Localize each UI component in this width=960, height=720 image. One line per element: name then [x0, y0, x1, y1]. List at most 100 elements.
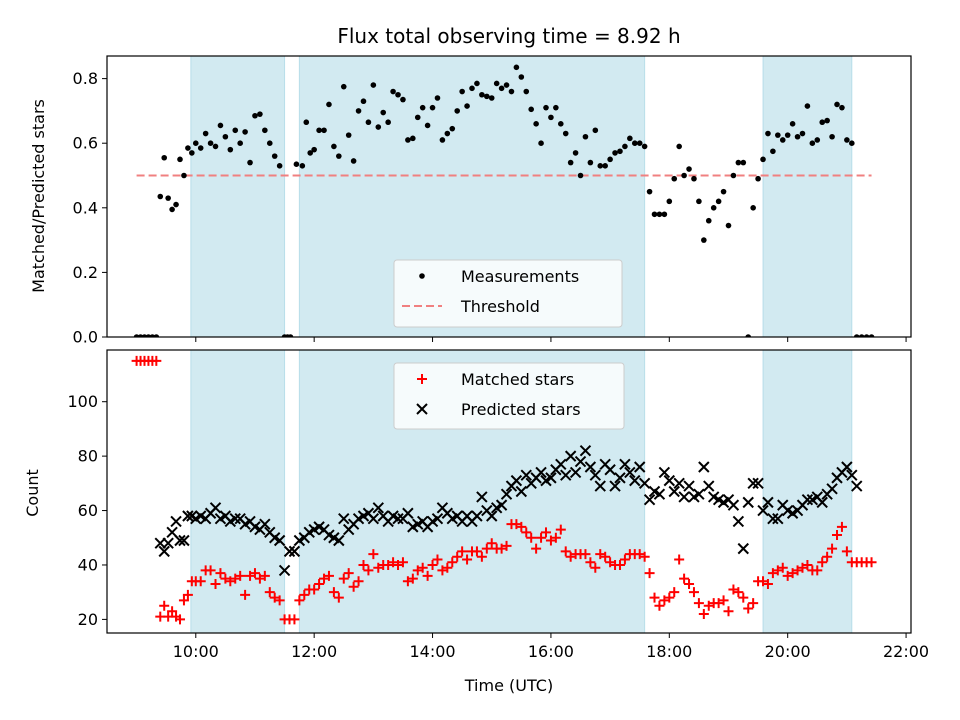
- data-point: [755, 175, 761, 182]
- data-point: [294, 595, 305, 606]
- data-point: [323, 570, 334, 581]
- data-point: [210, 579, 221, 590]
- data-point: [360, 98, 367, 105]
- data-point: [681, 172, 687, 179]
- data-point: [550, 532, 561, 543]
- data-point: [705, 217, 712, 224]
- data-point: [772, 513, 784, 525]
- data-point: [770, 148, 776, 155]
- data-point: [252, 112, 258, 119]
- data-point: [564, 450, 577, 462]
- data-point: [432, 554, 443, 565]
- data-point: [679, 573, 690, 584]
- data-point: [619, 554, 630, 565]
- data-point: [801, 493, 814, 506]
- data-point: [742, 496, 754, 509]
- data-point: [846, 469, 858, 481]
- data-point: [311, 146, 317, 153]
- data-point: [816, 496, 828, 509]
- data-point: [528, 106, 534, 113]
- data-point: [454, 108, 461, 114]
- data-point: [462, 554, 473, 565]
- data-point: [814, 137, 821, 143]
- data-point: [661, 211, 668, 218]
- data-point: [303, 119, 310, 126]
- data-point: [678, 491, 690, 503]
- data-point: [851, 480, 863, 492]
- data-point: [469, 85, 475, 92]
- top-panel: 0.0 0.2 0.4 0.6 0.8 Measurements Threshold: [73, 55, 912, 347]
- data-point: [174, 534, 186, 547]
- data-point: [536, 532, 547, 543]
- legend-marker: [417, 374, 427, 384]
- y-tick-label: 60: [78, 501, 98, 520]
- data-point: [533, 121, 539, 127]
- data-point: [526, 532, 537, 543]
- data-point: [579, 444, 592, 457]
- observing-window-3: [762, 56, 853, 337]
- data-point: [590, 562, 601, 573]
- data-point: [710, 205, 717, 211]
- data-point: [247, 159, 253, 166]
- data-point: [276, 163, 283, 169]
- data-point: [365, 119, 372, 126]
- data-point: [372, 502, 384, 514]
- data-point: [668, 485, 680, 498]
- data-point: [649, 592, 660, 603]
- data-point: [691, 175, 697, 182]
- data-point: [809, 140, 816, 147]
- data-point: [501, 540, 512, 551]
- data-point: [367, 513, 380, 525]
- data-point: [182, 589, 193, 600]
- data-point: [839, 104, 845, 111]
- legend-label: Predicted stars: [461, 400, 581, 419]
- data-point: [656, 211, 663, 218]
- data-point: [197, 145, 204, 151]
- data-point: [449, 125, 456, 132]
- data-point: [725, 222, 732, 229]
- data-point: [249, 568, 260, 579]
- data-point: [390, 88, 396, 95]
- data-point: [479, 91, 485, 98]
- data-point: [799, 130, 806, 137]
- observing-window-3: [762, 350, 853, 633]
- data-point: [587, 159, 594, 166]
- data-point: [562, 130, 569, 137]
- data-point: [161, 154, 168, 161]
- data-point: [643, 493, 656, 506]
- data-point: [629, 474, 641, 487]
- data-point: [350, 158, 357, 164]
- x-tick-label: 22:00: [883, 642, 929, 661]
- legend: Measurements Threshold: [393, 259, 623, 328]
- data-point: [646, 188, 653, 195]
- data-point: [538, 140, 544, 147]
- data-point: [493, 80, 500, 87]
- data-point: [829, 133, 835, 140]
- data-point: [802, 559, 813, 570]
- series-predicted-stars: [154, 444, 863, 577]
- x-tick-label: 12:00: [291, 642, 337, 661]
- data-point: [503, 82, 510, 88]
- data-point: [669, 587, 680, 598]
- data-point: [760, 156, 766, 163]
- data-point: [779, 137, 786, 143]
- x-tick-label: 20:00: [765, 642, 811, 661]
- data-point: [242, 129, 248, 135]
- data-point: [817, 557, 828, 568]
- data-point: [159, 600, 170, 611]
- data-point: [560, 546, 571, 557]
- data-point: [849, 140, 855, 147]
- data-point: [634, 461, 646, 473]
- data-point: [410, 135, 416, 142]
- data-point: [584, 461, 597, 473]
- series-measurements: [133, 64, 875, 337]
- legend-marker: [416, 403, 428, 415]
- data-point: [227, 146, 234, 153]
- observing-window-1: [190, 350, 286, 633]
- legend-box: [393, 362, 625, 430]
- data-point: [747, 477, 759, 490]
- data-point: [326, 101, 332, 108]
- data-point: [592, 127, 599, 134]
- data-point: [868, 334, 875, 337]
- data-point: [666, 198, 673, 205]
